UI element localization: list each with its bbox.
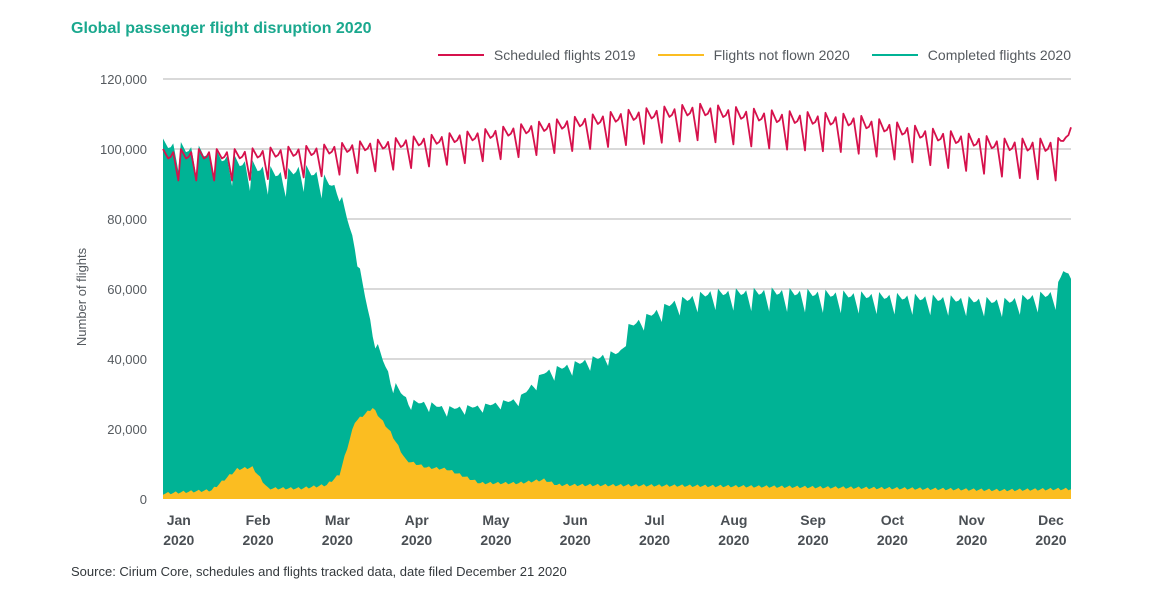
- legend-label-completed: Completed flights 2020: [927, 47, 1071, 63]
- x-tick-month: Jul: [644, 512, 664, 528]
- x-tick-month: Feb: [246, 512, 271, 528]
- series-lines: [162, 102, 1072, 182]
- x-tick-year: 2020: [1035, 532, 1066, 548]
- x-tick-month: Mar: [325, 512, 350, 528]
- legend-label-scheduled: Scheduled flights 2019: [493, 47, 636, 63]
- x-tick-month: Jun: [563, 512, 588, 528]
- y-tick-label: 40,000: [107, 352, 147, 367]
- x-tick-month: Dec: [1038, 512, 1064, 528]
- x-tick-year: 2020: [401, 532, 432, 548]
- x-tick-year: 2020: [798, 532, 829, 548]
- x-tick: May 2020: [480, 512, 511, 548]
- x-tick: Jan 2020: [163, 512, 194, 548]
- y-tick-label: 100,000: [100, 142, 147, 157]
- x-tick: Aug 2020: [718, 512, 749, 548]
- legend-swatch-scheduled: [437, 54, 484, 56]
- x-tick: Mar 2020: [322, 512, 353, 548]
- source-note: Source: Cirium Core, schedules and fligh…: [71, 564, 567, 579]
- x-tick: Sep 2020: [798, 512, 829, 548]
- legend-swatch-not-flown: [657, 54, 704, 56]
- x-tick-month: May: [482, 512, 509, 528]
- x-tick-year: 2020: [480, 532, 511, 548]
- line-scheduled-flights-2019: [162, 102, 1072, 182]
- x-tick-month: Apr: [405, 512, 430, 528]
- x-tick-month: Nov: [958, 512, 985, 528]
- legend-item-scheduled: Scheduled flights 2019: [437, 47, 636, 63]
- y-axis-ticks: 0 20,000 40,000 60,000 80,000 100,000 120,000: [100, 72, 147, 507]
- legend-label-not-flown: Flights not flown 2020: [713, 47, 850, 63]
- x-tick: Nov 2020: [956, 512, 987, 548]
- x-tick-year: 2020: [639, 532, 670, 548]
- x-tick-month: Jan: [167, 512, 191, 528]
- x-tick-year: 2020: [877, 532, 908, 548]
- x-tick: Feb 2020: [243, 512, 274, 548]
- y-tick-label: 120,000: [100, 72, 147, 87]
- series-areas: [163, 138, 1071, 499]
- x-tick: Jun 2020: [560, 512, 591, 548]
- y-tick-label: 80,000: [107, 212, 147, 227]
- x-tick: Dec 2020: [1035, 512, 1066, 548]
- y-tick-label: 60,000: [107, 282, 147, 297]
- x-tick: Jul 2020: [639, 512, 670, 548]
- x-tick: Apr 2020: [401, 512, 432, 548]
- chart-plot: 020,00040,00060,00080,000100,000120,000 …: [74, 72, 1072, 548]
- legend: Scheduled flights 2019 Flights not flown…: [416, 47, 1071, 63]
- x-tick-month: Oct: [881, 512, 905, 528]
- x-tick-year: 2020: [718, 532, 749, 548]
- x-tick-year: 2020: [560, 532, 591, 548]
- x-axis-ticks: Jan 2020 Feb 2020 Mar 2020 Apr 2020 May 2020 Jun 20…: [163, 512, 1067, 548]
- legend-item-completed: Completed flights 2020: [871, 47, 1071, 63]
- x-tick-month: Sep: [800, 512, 826, 528]
- y-axis-title: Number of flights: [74, 247, 89, 346]
- legend-swatch-completed: [871, 54, 918, 56]
- chart-title: Global passenger flight disruption 2020: [71, 20, 372, 37]
- x-tick-year: 2020: [956, 532, 987, 548]
- x-tick-year: 2020: [163, 532, 194, 548]
- x-tick: Oct 2020: [877, 512, 908, 548]
- y-tick-label: 20,000: [107, 422, 147, 437]
- area-flights-not-flown: [163, 408, 1071, 499]
- x-tick-month: Aug: [720, 512, 747, 528]
- y-tick-label: 0: [140, 492, 147, 507]
- area-completed-flights: [163, 138, 1071, 499]
- x-tick-year: 2020: [322, 532, 353, 548]
- legend-item-not-flown: Flights not flown 2020: [657, 47, 850, 63]
- x-tick-year: 2020: [243, 532, 274, 548]
